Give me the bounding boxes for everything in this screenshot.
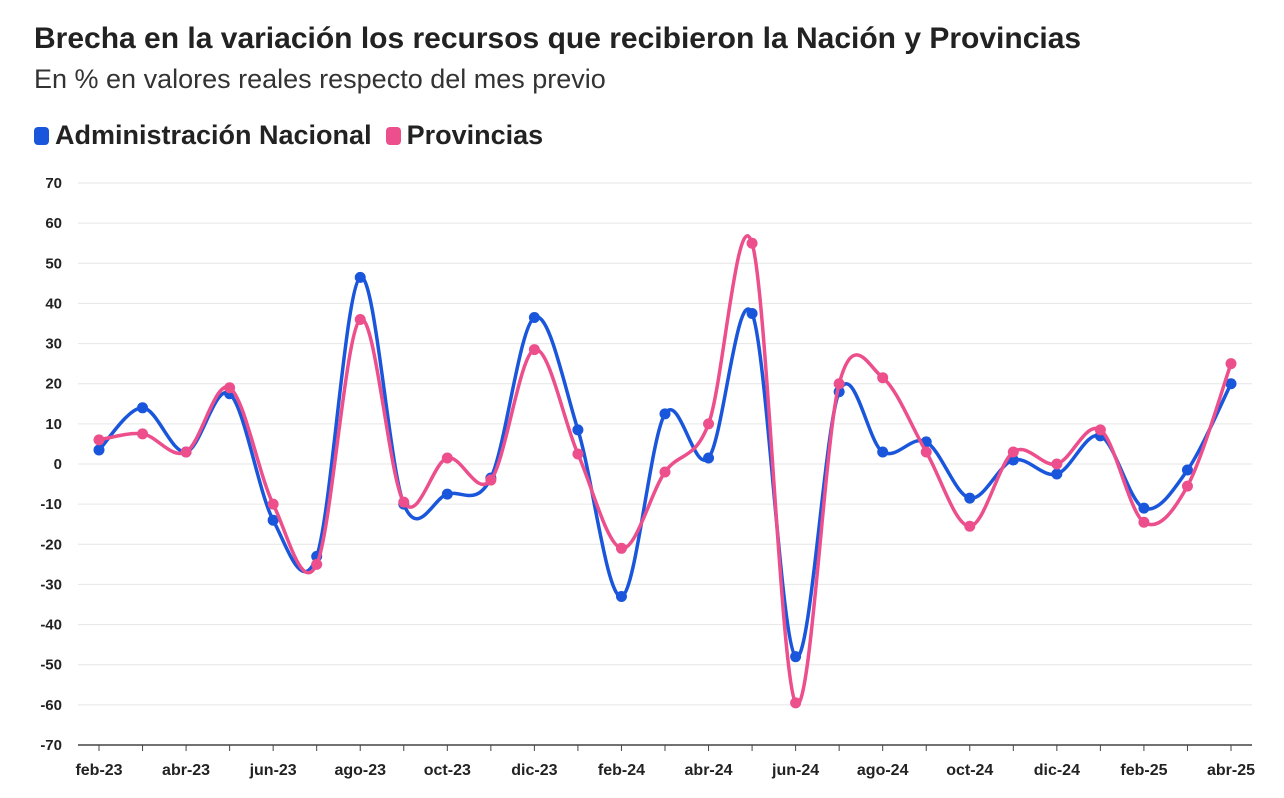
data-point-nacional[interactable] <box>267 514 279 526</box>
y-tick-label: -40 <box>40 617 62 634</box>
data-point-provincias[interactable] <box>528 344 540 356</box>
data-point-nacional[interactable] <box>441 488 453 500</box>
data-point-provincias[interactable] <box>1007 446 1019 458</box>
x-axis: feb-23 abr-23 jun-23 ago-23 oct-23 dic-23 feb-… <box>75 744 1255 779</box>
y-axis: 70 60 50 40 30 20 10 0 -10 -20 -30 -40 -50 -60 -70 <box>40 175 62 754</box>
data-point-provincias[interactable] <box>790 697 802 709</box>
data-point-nacional[interactable] <box>615 590 627 602</box>
series-layer <box>93 234 1237 709</box>
data-point-provincias[interactable] <box>703 418 715 430</box>
data-point-provincias[interactable] <box>180 446 192 458</box>
data-point-nacional[interactable] <box>877 446 889 458</box>
x-tick-label: abr-25 <box>1207 762 1255 779</box>
legend-swatch-nacional <box>34 126 49 145</box>
legend-item-provincias[interactable]: Provincias <box>385 120 544 151</box>
data-point-provincias[interactable] <box>311 558 323 570</box>
x-tick-label: oct-24 <box>946 762 993 779</box>
data-point-provincias[interactable] <box>485 474 497 486</box>
data-point-provincias[interactable] <box>1094 424 1106 436</box>
data-point-nacional[interactable] <box>354 271 366 283</box>
chart-subtitle: En % en valores reales respecto del mes … <box>34 64 606 94</box>
data-point-provincias[interactable] <box>920 446 932 458</box>
y-tick-label: -30 <box>40 576 62 593</box>
y-tick-label: 20 <box>45 376 62 393</box>
data-point-nacional[interactable] <box>746 307 758 319</box>
y-tick-label: 70 <box>45 175 62 192</box>
series-line-nacional <box>97 275 1233 659</box>
data-point-provincias[interactable] <box>224 382 236 394</box>
data-point-provincias[interactable] <box>137 428 149 440</box>
x-tick-label: abr-24 <box>685 762 733 779</box>
data-point-nacional[interactable] <box>572 424 584 436</box>
data-point-nacional[interactable] <box>1225 378 1237 390</box>
data-point-nacional[interactable] <box>137 402 149 414</box>
data-point-provincias[interactable] <box>398 496 410 508</box>
data-point-provincias[interactable] <box>833 378 845 390</box>
data-point-provincias[interactable] <box>267 498 279 510</box>
y-tick-label: -70 <box>40 737 62 754</box>
y-tick-label: -50 <box>40 657 62 674</box>
x-tick-label: dic-23 <box>511 762 557 779</box>
x-tick-label: jun-23 <box>249 762 297 779</box>
data-point-provincias[interactable] <box>1138 516 1150 528</box>
y-tick-label: -20 <box>40 536 62 553</box>
y-tick-label: 60 <box>45 215 62 232</box>
x-tick-label: dic-24 <box>1034 762 1080 779</box>
data-point-nacional[interactable] <box>1138 502 1150 514</box>
data-point-provincias[interactable] <box>572 448 584 460</box>
data-point-provincias[interactable] <box>93 434 105 446</box>
data-point-provincias[interactable] <box>659 466 671 478</box>
data-point-provincias[interactable] <box>1225 358 1237 370</box>
y-tick-label: 10 <box>45 416 62 433</box>
data-point-nacional[interactable] <box>703 452 715 464</box>
data-point-provincias[interactable] <box>354 313 366 325</box>
data-point-nacional[interactable] <box>1051 468 1063 480</box>
y-tick-label: 40 <box>45 295 62 312</box>
x-tick-label: jun-24 <box>771 762 819 779</box>
data-point-nacional[interactable] <box>93 444 105 456</box>
x-tick-label: feb-25 <box>1120 762 1167 779</box>
x-tick-label: ago-24 <box>857 762 909 779</box>
data-point-provincias[interactable] <box>1051 458 1063 470</box>
data-point-provincias[interactable] <box>615 542 627 554</box>
data-point-nacional[interactable] <box>964 492 976 504</box>
data-point-nacional[interactable] <box>1181 464 1193 476</box>
x-tick-label: oct-23 <box>424 762 471 779</box>
x-tick-label: feb-24 <box>598 762 645 779</box>
x-tick-label: ago-23 <box>334 762 386 779</box>
data-point-nacional[interactable] <box>528 311 540 323</box>
y-tick-label: -60 <box>40 697 62 714</box>
data-point-provincias[interactable] <box>441 452 453 464</box>
legend-label-provincias: Provincias <box>406 120 544 150</box>
data-point-nacional[interactable] <box>790 651 802 663</box>
legend-label-nacional: Administración Nacional <box>55 120 372 150</box>
legend-swatch-provincias <box>385 126 401 145</box>
data-point-nacional[interactable] <box>659 408 671 420</box>
legend-item-nacional[interactable]: Administración Nacional <box>34 120 372 151</box>
y-tick-label: 50 <box>45 255 62 272</box>
y-tick-label: 0 <box>54 456 62 473</box>
y-tick-label: 30 <box>45 336 62 353</box>
chart-title: Brecha en la variación los recursos que … <box>34 22 1082 55</box>
data-point-provincias[interactable] <box>746 237 758 249</box>
y-tick-label: -10 <box>40 496 62 513</box>
legend: Administración Nacional Provincias <box>34 120 557 151</box>
x-tick-label: feb-23 <box>75 762 122 779</box>
data-point-provincias[interactable] <box>1181 480 1193 492</box>
data-point-provincias[interactable] <box>877 372 889 384</box>
x-tick-label: abr-23 <box>162 762 210 779</box>
data-point-provincias[interactable] <box>964 520 976 532</box>
